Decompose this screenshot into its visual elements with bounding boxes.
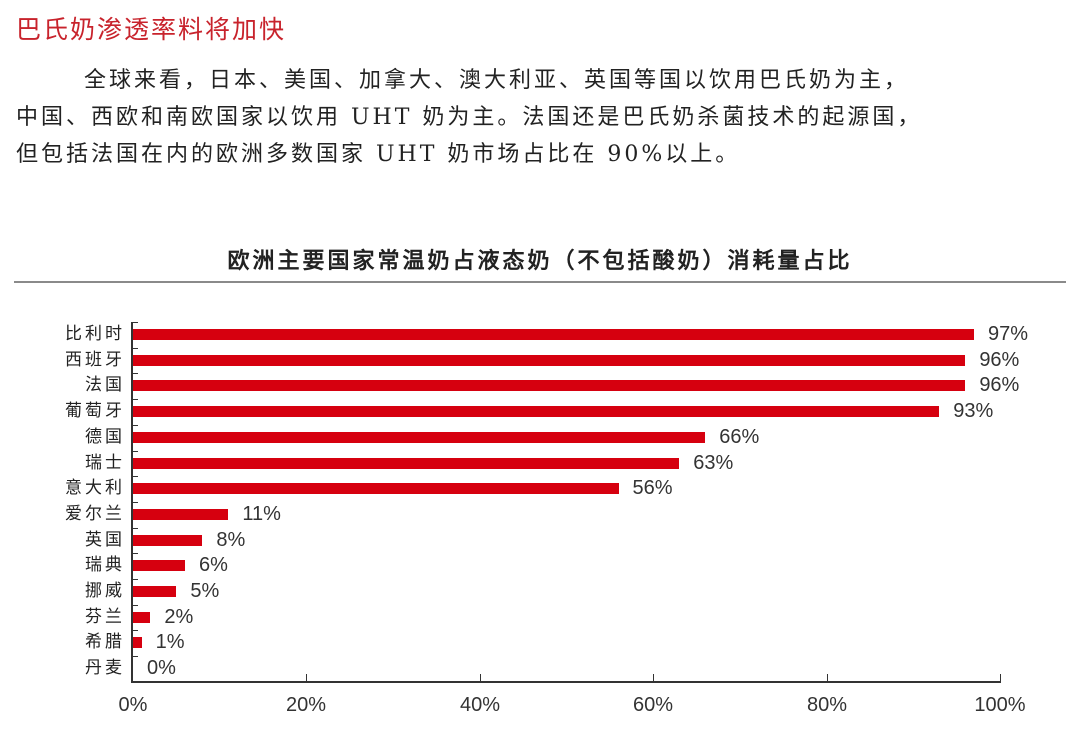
category-label: 丹麦	[85, 658, 125, 678]
paragraph-line: 全球来看，日本、美国、加拿大、澳大利亚、英国等国以饮用巴氏奶为主，	[84, 68, 910, 93]
value-label: 66%	[719, 426, 760, 448]
x-axis	[131, 681, 1001, 683]
x-axis-label: 40%	[459, 694, 501, 716]
category-label: 比利时	[65, 324, 125, 344]
bar	[133, 458, 680, 469]
value-label: 6%	[199, 554, 228, 576]
bar	[133, 612, 151, 623]
x-axis-label: 80%	[806, 694, 848, 716]
y-axis-tick	[131, 553, 138, 554]
bar-row: 瑞士 63%	[0, 451, 1080, 476]
x-axis-label: 60%	[632, 694, 674, 716]
chart-title: 欧洲主要国家常温奶占液态奶（不包括酸奶）消耗量占比	[227, 248, 853, 274]
category-label: 芬兰	[85, 607, 125, 627]
bar	[133, 637, 142, 648]
x-axis-tick	[1000, 674, 1001, 682]
category-label: 挪威	[85, 581, 125, 601]
bar-row: 比利时 97%	[0, 322, 1080, 347]
paragraph-line: 中国、西欧和南欧国家以饮用 UHT 奶为主。法国还是巴氏奶杀菌技术的起源国，	[16, 105, 923, 130]
body-paragraph: 全球来看，日本、美国、加拿大、澳大利亚、英国等国以饮用巴氏奶为主， 中国、西欧和…	[16, 62, 1076, 173]
value-label: 11%	[242, 503, 281, 525]
value-label: 1%	[155, 631, 185, 653]
bar	[133, 535, 203, 546]
bar-row: 芬兰 2%	[0, 605, 1080, 630]
category-label: 希腊	[85, 632, 125, 652]
bar	[133, 406, 940, 417]
bar-row: 西班牙 96%	[0, 348, 1080, 373]
category-label: 英国	[85, 530, 125, 550]
value-label: 0%	[147, 657, 176, 679]
y-axis-tick	[131, 348, 138, 349]
category-label: 瑞典	[85, 555, 125, 575]
category-label: 葡萄牙	[65, 401, 125, 421]
category-label: 法国	[85, 375, 125, 395]
bar-row: 葡萄牙 93%	[0, 399, 1080, 424]
value-label: 8%	[216, 529, 246, 551]
category-label: 瑞士	[85, 453, 125, 473]
y-axis-tick	[131, 579, 138, 580]
category-label: 西班牙	[65, 350, 125, 370]
y-axis-tick	[131, 399, 138, 400]
y-axis-tick	[131, 656, 138, 657]
category-label: 意大利	[65, 478, 125, 498]
bar	[133, 355, 966, 366]
value-label: 93%	[953, 400, 994, 422]
bar-row: 希腊 1%	[0, 630, 1080, 655]
value-label: 96%	[979, 349, 1020, 371]
bar	[133, 509, 229, 520]
category-label: 爱尔兰	[65, 504, 125, 524]
value-label: 56%	[632, 477, 673, 499]
y-axis-tick	[131, 425, 138, 426]
bar	[133, 586, 177, 597]
x-axis-label: 20%	[285, 694, 327, 716]
y-axis-tick	[131, 630, 138, 631]
value-label: 5%	[190, 580, 220, 602]
section-heading: 巴氏奶渗透率料将加快	[16, 15, 287, 44]
paragraph-line: 但包括法国在内的欧洲多数国家 UHT 奶市场占比在 90%以上。	[16, 142, 741, 167]
bar	[133, 432, 706, 443]
x-axis-tick	[306, 674, 307, 682]
bar-row: 挪威 5%	[0, 579, 1080, 604]
bar	[133, 329, 974, 340]
bar	[133, 380, 966, 391]
bar-row: 法国 96%	[0, 373, 1080, 398]
bar	[133, 483, 619, 494]
y-axis-tick	[131, 373, 138, 374]
title-divider	[14, 281, 1066, 283]
bar-row: 爱尔兰 11%	[0, 502, 1080, 527]
bar-row: 德国 66%	[0, 425, 1080, 450]
y-axis-tick	[131, 682, 138, 683]
bar-row: 瑞典 6%	[0, 553, 1080, 578]
y-axis-tick	[131, 476, 138, 477]
category-label: 德国	[85, 427, 125, 447]
value-label: 63%	[693, 452, 734, 474]
y-axis-tick	[131, 605, 138, 606]
x-axis-tick	[653, 674, 654, 682]
x-axis-label: 100%	[974, 694, 1026, 716]
bar-row: 丹麦 0%	[0, 656, 1080, 681]
value-label: 97%	[987, 323, 1029, 345]
bar-row: 意大利 56%	[0, 476, 1080, 501]
y-axis-tick	[131, 502, 138, 503]
value-label: 2%	[164, 606, 194, 628]
y-axis-tick	[131, 451, 138, 452]
x-axis-label: 0%	[118, 694, 148, 716]
y-axis-tick	[131, 322, 138, 323]
bar-row: 英国 8%	[0, 528, 1080, 553]
value-label: 96%	[979, 374, 1020, 396]
x-axis-tick	[480, 674, 481, 682]
x-axis-tick	[827, 674, 828, 682]
bar	[133, 560, 186, 571]
y-axis-tick	[131, 528, 138, 529]
